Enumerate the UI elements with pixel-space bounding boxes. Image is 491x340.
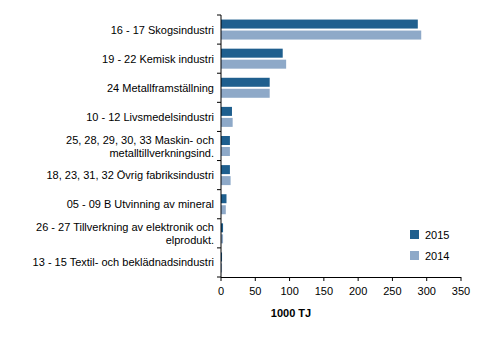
label-line: elprodukt. (166, 234, 214, 246)
category-label: 19 - 22 Kemisk industri (102, 53, 214, 65)
tick-label: 100 (280, 285, 298, 297)
bar (221, 147, 230, 156)
label-line: 26 - 27 Tillverkning av elektronik och (36, 221, 214, 233)
category-tick (217, 277, 221, 278)
label-line: 18, 23, 31, 32 Övrig fabriksindustri (46, 169, 214, 181)
category-tick (217, 15, 221, 16)
category-tick (217, 44, 221, 45)
tick (323, 277, 324, 281)
category-label: 18, 23, 31, 32 Övrig fabriksindustri (46, 169, 214, 181)
legend-swatch (410, 251, 419, 260)
chart: 0 50 100 150 200 250 300 350 16 - 17 Skogsindust… (0, 0, 491, 340)
category-tick (217, 189, 221, 190)
category-tick (217, 160, 221, 161)
category-tick (217, 247, 221, 248)
label-line: 25, 28, 29, 30, 33 Maskin- och (66, 134, 214, 146)
category-label: 13 - 15 Textil- och beklädnadsindustri (33, 256, 214, 268)
label-line: metalltillverkningsind. (109, 147, 214, 159)
x-axis-label: 1000 TJ (271, 307, 311, 319)
tick (289, 277, 290, 281)
tick-label: 150 (315, 285, 333, 297)
bars (221, 20, 421, 273)
bar (221, 20, 418, 29)
label-line: 16 - 17 Skogsindustri (111, 24, 214, 36)
bar (221, 205, 226, 214)
legend-label: 2014 (425, 250, 449, 262)
bar (221, 31, 421, 40)
label-line: 24 Metallframställning (107, 82, 214, 94)
category-tick (217, 131, 221, 132)
category-label: 24 Metallframställning (107, 82, 214, 94)
tick-label: 300 (418, 285, 436, 297)
x-axis (221, 277, 461, 278)
bar (221, 176, 231, 185)
bar (221, 78, 270, 87)
bar (221, 136, 230, 145)
tick (392, 277, 393, 281)
bar (221, 49, 283, 58)
category-label: 25, 28, 29, 30, 33 Maskin- ochmetalltill… (66, 134, 214, 159)
category-label: 26 - 27 Tillverkning av elektronik ochel… (36, 221, 214, 246)
tick (221, 277, 222, 281)
y-axis (221, 15, 222, 277)
bar (221, 118, 233, 127)
tick (426, 277, 427, 281)
category-label: 10 - 12 Livsmedelsindustri (86, 111, 214, 123)
bar (221, 165, 230, 174)
bar (221, 89, 270, 98)
bar (221, 194, 226, 203)
tick-label: 350 (452, 285, 470, 297)
category-tick (217, 73, 221, 74)
tick (461, 277, 462, 281)
tick-label: 0 (218, 285, 224, 297)
category-tick (217, 218, 221, 219)
label-line: 05 - 09 B Utvinning av mineral (67, 198, 214, 210)
tick-label: 250 (383, 285, 401, 297)
bar (221, 107, 232, 116)
tick-label: 50 (249, 285, 261, 297)
bar (221, 60, 286, 69)
tick-label: 200 (349, 285, 367, 297)
legend-label: 2015 (425, 229, 449, 241)
tick (358, 277, 359, 281)
tick (255, 277, 256, 281)
label-line: 19 - 22 Kemisk industri (102, 53, 214, 65)
category-label: 05 - 09 B Utvinning av mineral (67, 198, 214, 210)
label-line: 13 - 15 Textil- och beklädnadsindustri (33, 256, 214, 268)
category-label: 16 - 17 Skogsindustri (111, 24, 214, 36)
label-line: 10 - 12 Livsmedelsindustri (86, 111, 214, 123)
category-tick (217, 102, 221, 103)
legend-swatch (410, 230, 419, 239)
